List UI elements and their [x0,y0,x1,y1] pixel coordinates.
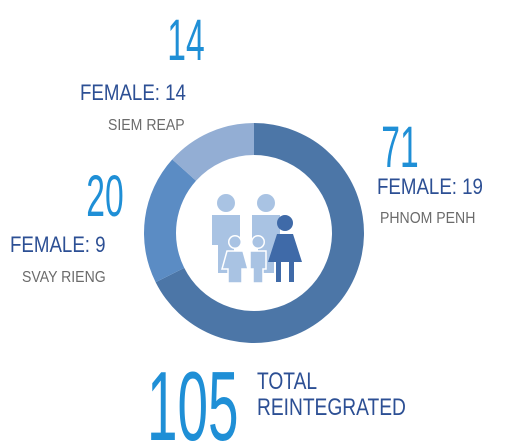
icon-body [268,234,302,282]
donut-segment [172,123,254,181]
icon-head [229,236,241,248]
donut-segment [143,159,197,283]
icon-head [217,194,235,212]
icon-head [252,236,264,248]
total-value: 105 [147,351,239,446]
donut-segment [155,123,364,344]
icon-body [221,250,249,284]
total-label: TOTAL [257,367,317,395]
female-label: FEMALE: 9 [10,234,106,258]
location-label: PHNOM PENH [380,209,475,227]
location-label: SVAY RIENG [22,268,106,286]
segment-value: 71 [381,116,418,181]
icon-head [257,194,275,212]
location-label: SIEM REAP [108,116,185,134]
total-label: REINTEGRATED [257,393,406,421]
segment-value: 14 [167,9,204,74]
female-label: FEMALE: 14 [80,82,186,106]
icon-body [249,250,267,284]
female-label: FEMALE: 19 [377,176,483,200]
family-icon [212,194,302,284]
icon-head [277,215,293,231]
segment-value: 20 [86,165,123,230]
